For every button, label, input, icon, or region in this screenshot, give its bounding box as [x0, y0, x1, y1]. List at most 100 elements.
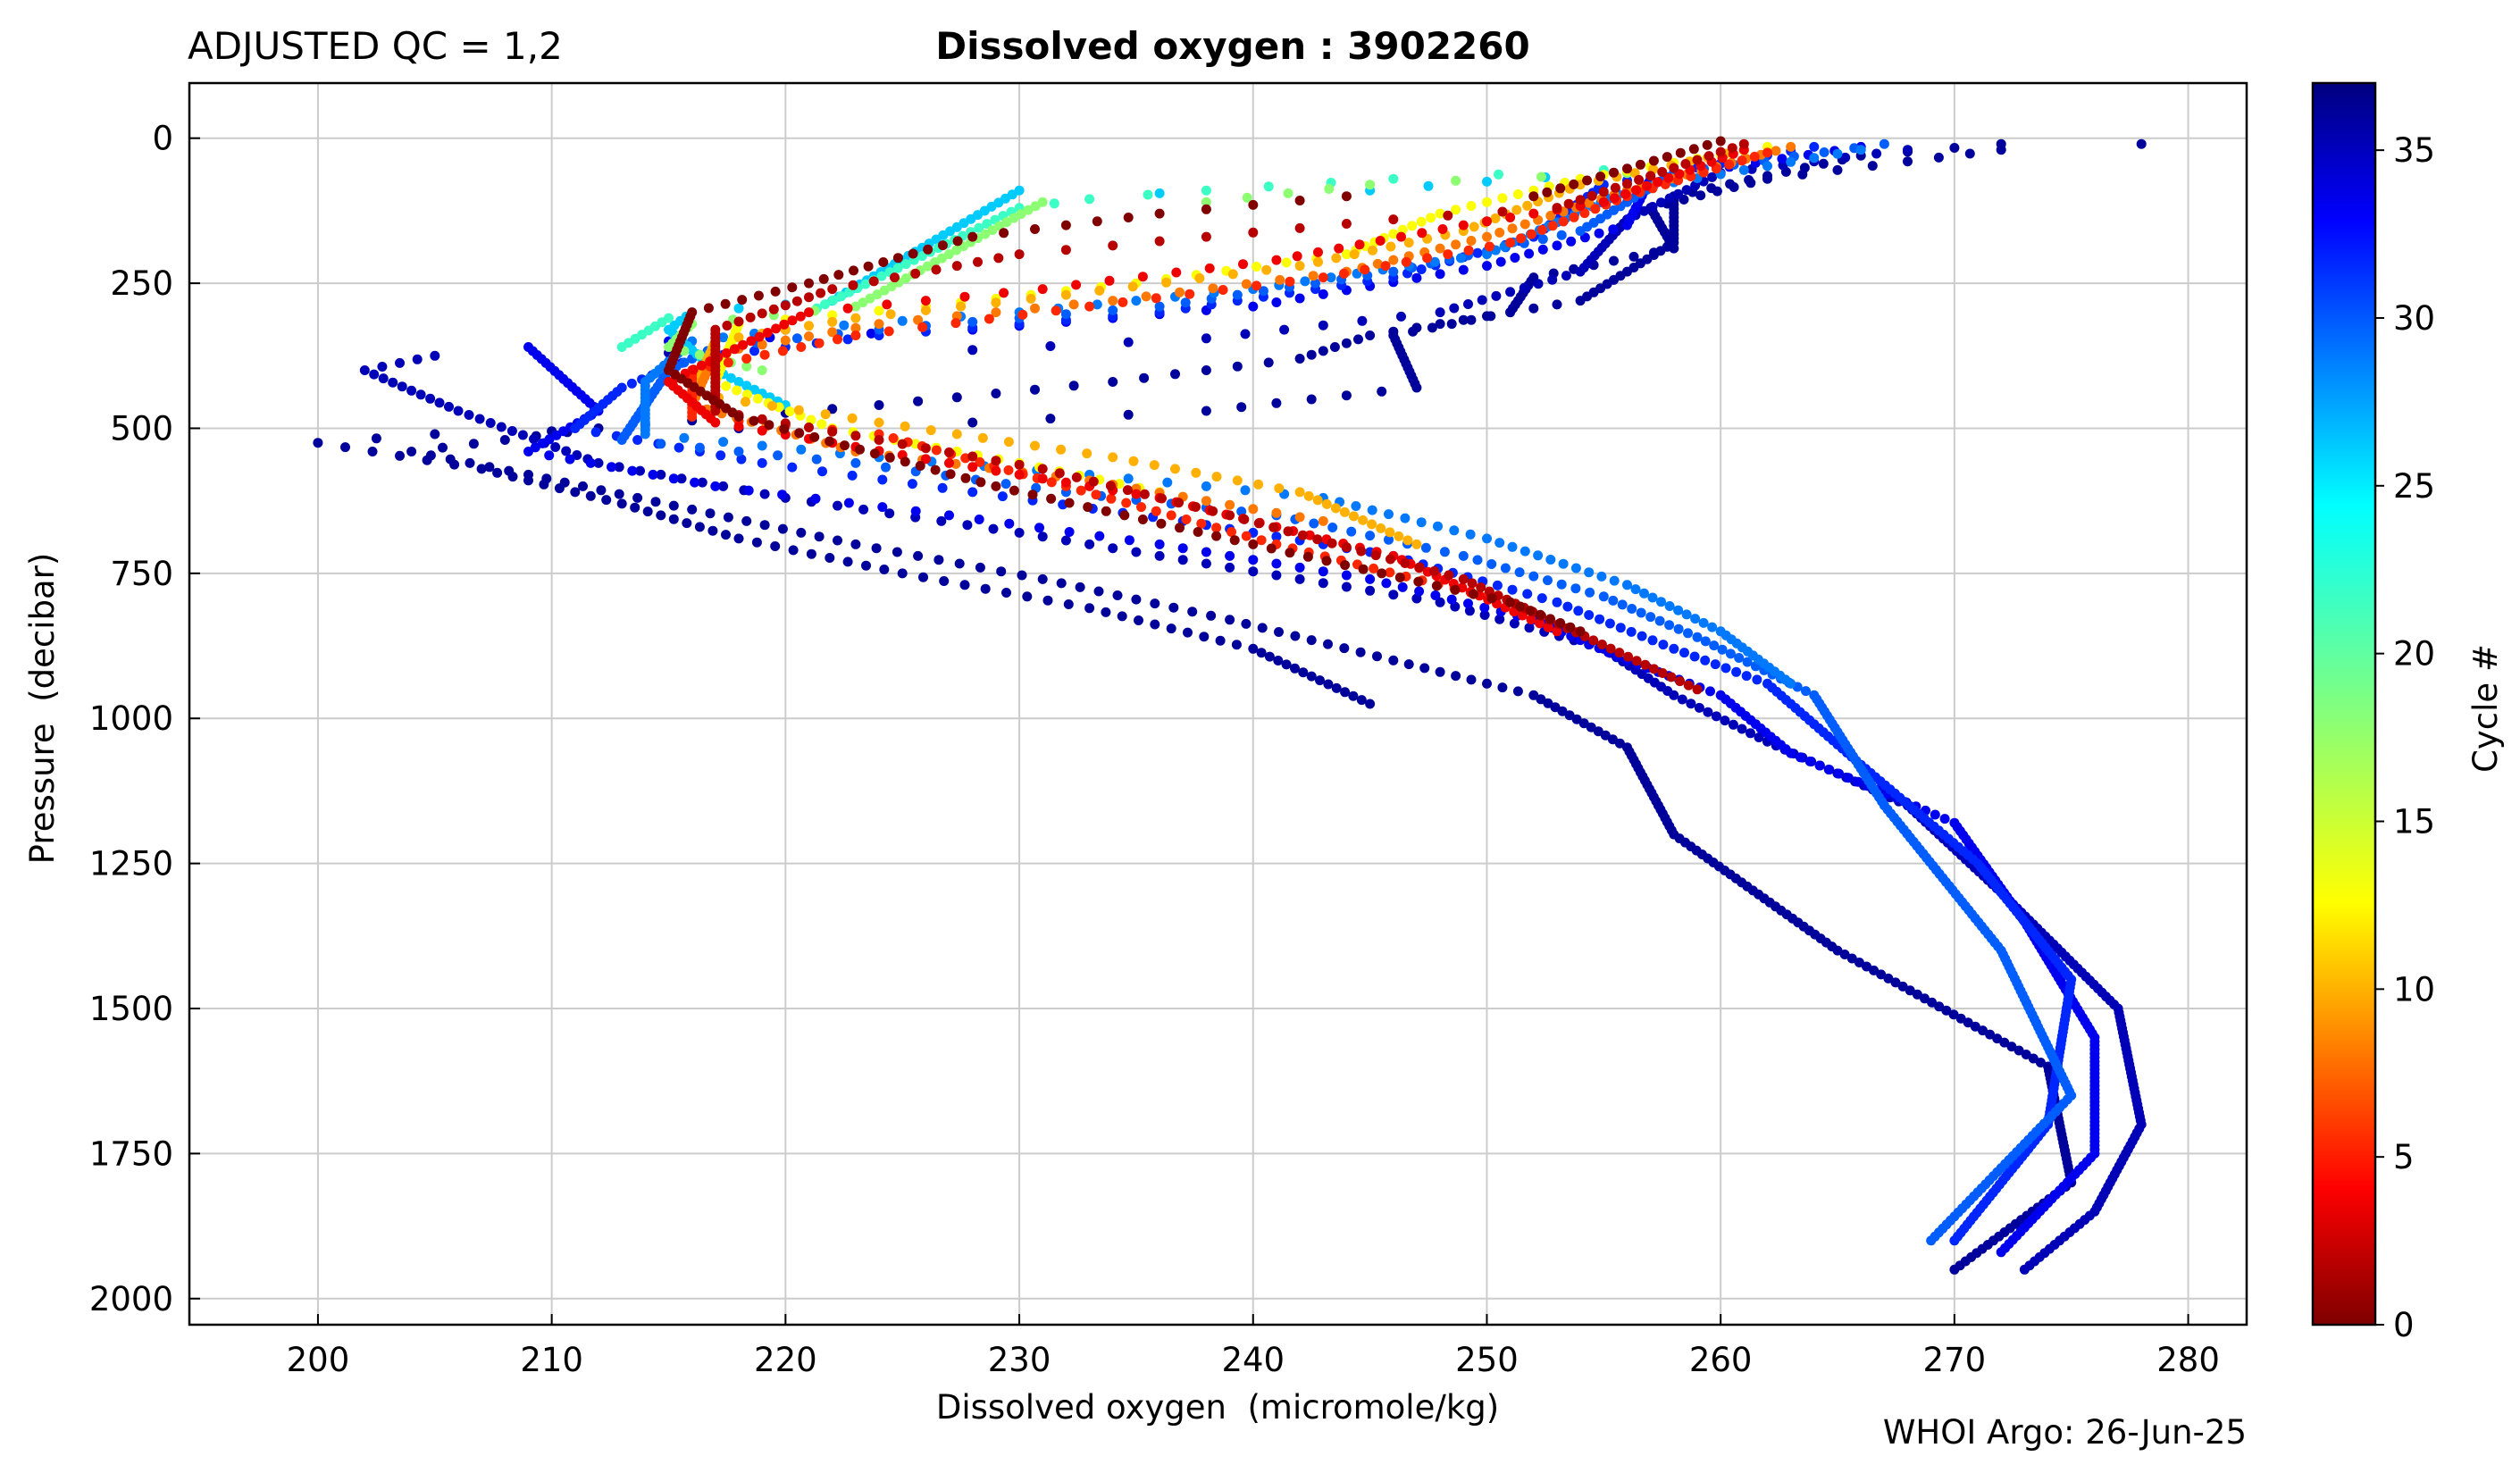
data-point	[1869, 965, 1880, 975]
data-point	[585, 457, 596, 468]
data-point	[616, 342, 627, 352]
data-point	[1256, 535, 1267, 546]
data-point	[1154, 188, 1165, 198]
data-point	[1318, 289, 1328, 299]
data-point	[1376, 523, 1386, 533]
data-point	[1150, 598, 1160, 609]
data-point	[1903, 145, 1913, 155]
data-point	[676, 473, 687, 484]
data-point	[796, 444, 807, 455]
data-point	[1060, 535, 1071, 546]
data-point	[849, 265, 858, 276]
data-point	[496, 422, 507, 432]
data-point	[787, 282, 798, 293]
data-point	[1515, 601, 1526, 612]
data-point	[1227, 527, 1236, 537]
data-point	[1552, 299, 1562, 310]
data-point	[1413, 576, 1424, 587]
data-point	[796, 342, 807, 352]
data-point	[1236, 402, 1247, 413]
data-point	[1045, 414, 1056, 424]
data-point	[1283, 526, 1293, 537]
data-point	[1238, 259, 1248, 270]
data-point	[656, 439, 666, 449]
data-point	[561, 446, 572, 456]
data-point	[1595, 614, 1605, 624]
data-point	[1451, 175, 1461, 186]
data-point	[596, 485, 607, 496]
data-point	[1639, 588, 1649, 598]
data-point	[1431, 581, 1442, 591]
data-point	[951, 392, 962, 403]
data-point	[1536, 593, 1547, 604]
data-point	[923, 244, 933, 255]
data-point	[1225, 615, 1235, 625]
data-point	[1505, 238, 1516, 248]
data-point	[1354, 239, 1365, 250]
data-point	[884, 452, 895, 463]
data-point	[1285, 276, 1295, 287]
data-point	[937, 240, 948, 251]
data-point	[1430, 590, 1441, 600]
data-point	[1232, 289, 1243, 300]
data-point	[1060, 289, 1071, 300]
data-point	[1472, 555, 1483, 565]
data-point	[1283, 188, 1293, 198]
data-point	[1525, 606, 1536, 616]
data-point	[1009, 485, 1019, 496]
data-point	[975, 562, 985, 573]
data-point	[780, 335, 791, 346]
data-point	[1411, 382, 1422, 393]
data-point	[668, 500, 679, 511]
data-point	[1455, 253, 1466, 264]
data-point	[933, 555, 944, 565]
data-point	[1014, 527, 1025, 538]
data-point	[1318, 566, 1328, 577]
data-point	[1451, 205, 1461, 215]
data-point	[877, 502, 888, 513]
data-point	[757, 425, 767, 436]
data-point	[1556, 230, 1567, 240]
data-point	[1027, 490, 1038, 500]
data-point	[1112, 590, 1123, 600]
data-point	[1992, 1034, 2003, 1044]
data-point	[1949, 1264, 1960, 1275]
data-point	[1339, 268, 1349, 279]
data-point	[879, 565, 890, 574]
data-point	[1669, 163, 1679, 173]
data-point	[1064, 498, 1075, 508]
data-point	[1149, 460, 1160, 471]
data-point	[1420, 542, 1431, 553]
data-point	[585, 490, 596, 501]
data-point	[1193, 527, 1203, 537]
data-point	[340, 442, 350, 453]
data-point	[694, 522, 705, 532]
data-point	[1248, 199, 1259, 210]
data-point	[1605, 643, 1616, 654]
data-point	[1476, 582, 1486, 592]
data-point	[1446, 594, 1457, 605]
data-point	[828, 295, 839, 305]
data-point	[1261, 264, 1272, 275]
data-point	[839, 320, 850, 331]
data-point	[847, 413, 858, 423]
data-point	[696, 360, 707, 371]
data-point	[1664, 601, 1675, 611]
data-point	[1060, 220, 1071, 230]
data-point	[2028, 1053, 2039, 1064]
data-point	[1239, 514, 1250, 524]
data-point	[1742, 657, 1753, 667]
data-point	[705, 508, 716, 519]
data-point	[1536, 224, 1547, 235]
data-point	[1384, 509, 1394, 520]
data-point	[1016, 209, 1026, 220]
data-point	[1199, 632, 1210, 642]
data-point	[485, 418, 496, 428]
data-point	[1294, 293, 1305, 304]
data-point	[920, 443, 931, 454]
data-point	[1662, 152, 1672, 163]
data-point	[664, 342, 674, 352]
data-point	[1003, 437, 1014, 448]
data-point	[951, 429, 962, 439]
data-point	[1963, 1017, 1973, 1028]
